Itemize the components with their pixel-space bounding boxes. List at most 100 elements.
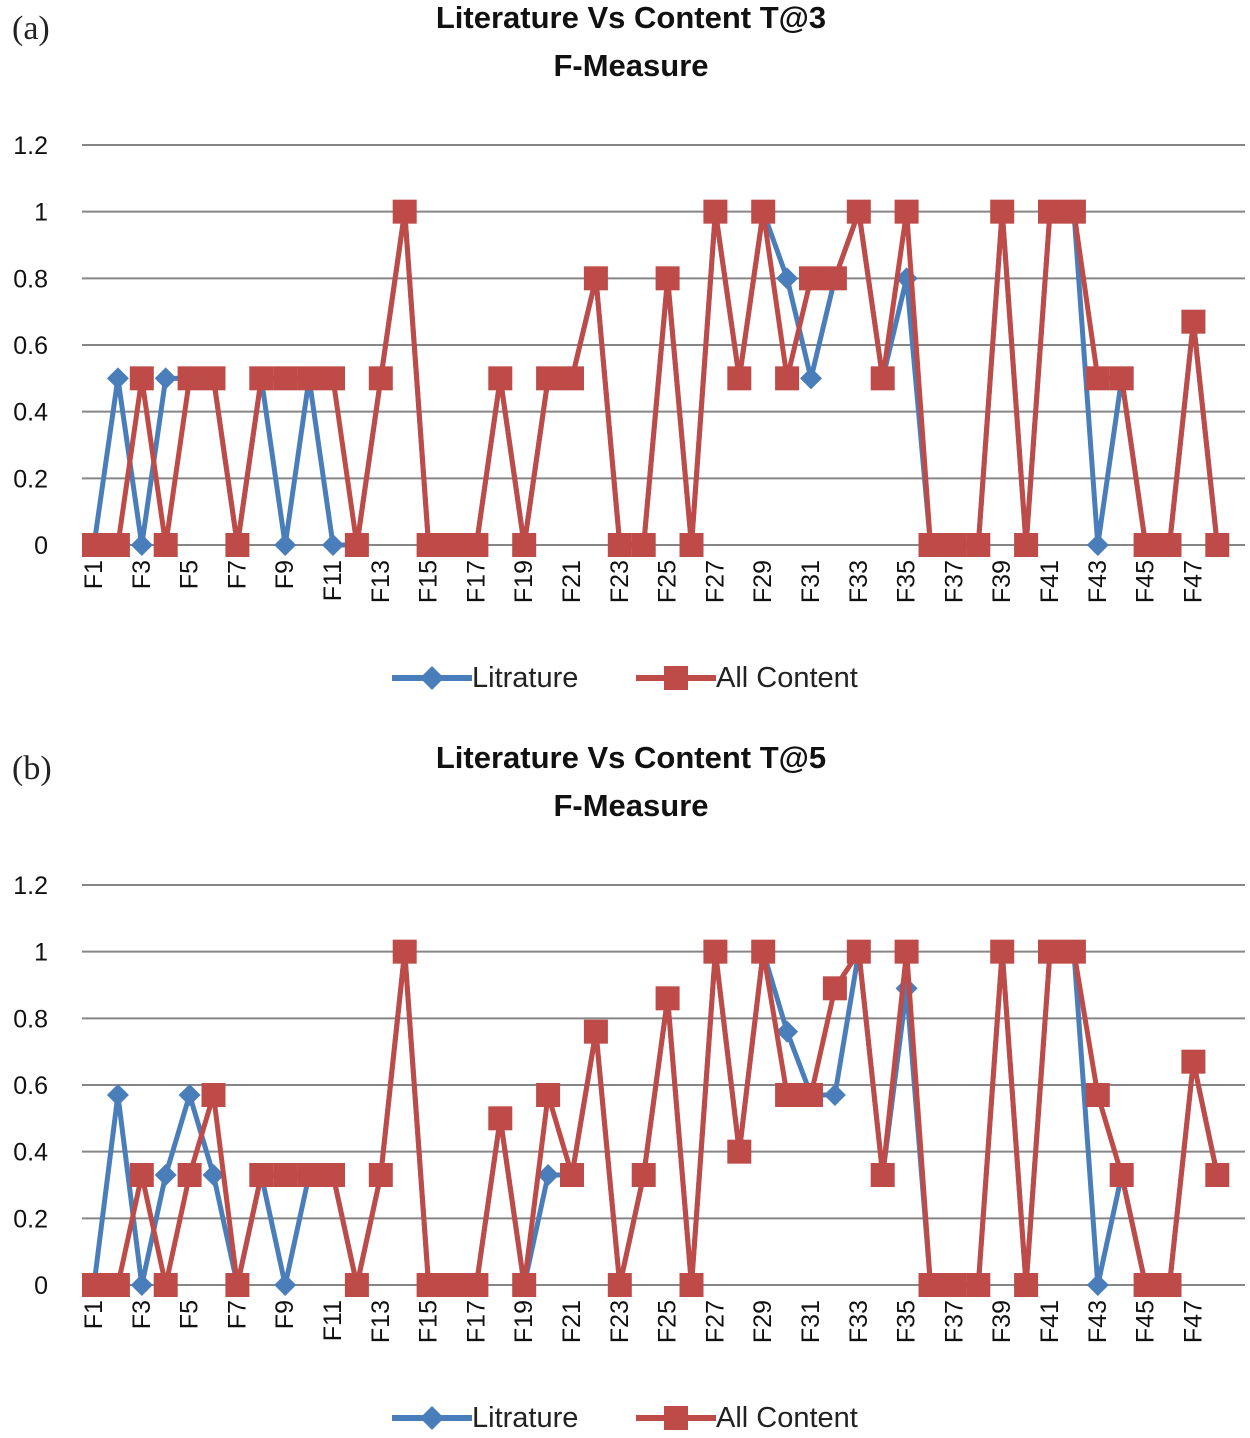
legend-item-series2: All Content [636, 658, 858, 698]
x-tick-label: F35 [893, 560, 921, 603]
line-chart-a: 0 0.2 0.4 0.6 0.8 1 1.2 F1 F3 F5 F7 F9 F11 F13 F15 F17 F… [13, 132, 1245, 603]
x-tick-label: F33 [845, 560, 873, 603]
data-point-square [488, 366, 513, 391]
data-point-square [1109, 1163, 1134, 1187]
data-point-square [918, 533, 943, 557]
y-tick-label: 0.8 [13, 265, 48, 293]
data-point-square [560, 1163, 584, 1187]
legend: Litrature All Content [0, 658, 1250, 698]
diamond-marker-icon [392, 1406, 472, 1430]
data-point-diamond [274, 1274, 297, 1296]
data-point-square [321, 1163, 345, 1187]
legend-label-series1: Litrature [472, 1401, 579, 1434]
data-point-square [464, 1273, 489, 1297]
x-tick-label: F17 [462, 560, 490, 603]
y-tick-label: 1 [34, 199, 48, 227]
square-marker-icon [636, 666, 716, 690]
x-tick-label: F29 [749, 1300, 777, 1343]
data-point-square [583, 1019, 608, 1044]
x-tick-label: F27 [701, 560, 729, 603]
x-tick-label: F25 [654, 1300, 682, 1343]
data-point-square [153, 1273, 178, 1297]
y-tick-label: 0.2 [13, 465, 48, 493]
x-tick-label: F43 [1084, 560, 1112, 603]
data-point-square [416, 533, 441, 557]
x-tick-label: F45 [1132, 1300, 1160, 1343]
data-point-square [225, 533, 250, 557]
x-tick-label: F1 [80, 560, 108, 589]
x-tick-label: F43 [1084, 1300, 1112, 1343]
x-tick-label: F47 [1179, 560, 1207, 603]
data-point-diamond [106, 1084, 129, 1106]
data-point-square [464, 533, 489, 557]
x-tick-label: F7 [223, 560, 251, 589]
legend-item-series1: Litrature [392, 658, 578, 698]
legend-item-series1: Litrature [392, 1398, 578, 1438]
chart-panel-a: (a) Literature Vs Content T@3 F-Measure … [0, 0, 1250, 718]
y-tick-label: 0.4 [13, 1139, 48, 1167]
x-tick-label: F35 [893, 1300, 921, 1343]
y-tick-label: 0.6 [13, 332, 48, 360]
legend-label-series1: Litrature [472, 661, 579, 694]
data-point-diamond [322, 534, 344, 556]
data-point-square [82, 1273, 106, 1297]
data-point-square [536, 1083, 561, 1107]
data-point-square [129, 1163, 154, 1187]
x-tick-label: F23 [606, 560, 634, 603]
chart-panel-b: (b) Literature Vs Content T@5 F-Measure … [0, 740, 1250, 1435]
x-tick-label: F21 [558, 1300, 586, 1343]
data-point-square [1205, 1163, 1230, 1187]
data-point-square [560, 366, 584, 391]
data-point-square [679, 533, 704, 557]
data-point-square [1109, 366, 1134, 391]
data-point-square [344, 533, 369, 557]
data-point-square [990, 939, 1015, 964]
data-point-square [273, 366, 298, 391]
data-point-square [894, 939, 919, 964]
x-tick-label: F9 [271, 1300, 299, 1329]
data-point-square [536, 366, 561, 391]
data-point-square [655, 986, 680, 1011]
data-point-square [775, 1083, 800, 1107]
y-tick-label: 0.8 [13, 1005, 48, 1033]
x-tick-label: F15 [415, 560, 443, 603]
square-marker-icon [636, 1406, 716, 1430]
data-point-square [368, 366, 393, 391]
data-point-square [966, 533, 991, 557]
data-point-square [368, 1163, 393, 1187]
data-point-square [440, 533, 465, 557]
x-tick-label: F13 [367, 1300, 395, 1343]
data-point-square [225, 1273, 250, 1297]
chart-title-line2: F-Measure [553, 48, 709, 83]
data-point-square [655, 266, 680, 291]
x-tick-label: F21 [558, 560, 586, 603]
x-tick-label: F41 [1036, 1300, 1064, 1343]
data-point-square [775, 366, 800, 391]
data-point-square [1181, 1049, 1206, 1074]
x-tick-label: F3 [128, 1300, 156, 1329]
legend: Litrature All Content [0, 1398, 1250, 1438]
data-point-square [942, 1273, 967, 1297]
data-point-diamond [106, 367, 129, 390]
y-tick-label: 1 [34, 939, 48, 967]
data-point-square [1038, 939, 1062, 964]
x-tick-label: F27 [701, 1300, 729, 1343]
legend-label-series2: All Content [716, 1401, 858, 1434]
data-point-diamond [154, 367, 177, 390]
x-tick-label: F9 [271, 560, 299, 589]
data-point-square [297, 366, 322, 391]
data-point-diamond [178, 1084, 201, 1106]
data-point-diamond [154, 1164, 177, 1186]
data-point-square [942, 533, 967, 557]
data-point-square [1157, 1273, 1182, 1297]
chart-title-line1: Literature Vs Content T@3 [435, 0, 827, 35]
data-point-square [703, 939, 728, 964]
data-point-square [1061, 199, 1086, 224]
data-point-square [1157, 533, 1182, 557]
x-tick-label: F39 [988, 1300, 1016, 1343]
data-point-square [990, 199, 1015, 224]
data-point-square [679, 1273, 704, 1297]
x-tick-label: F33 [845, 1300, 873, 1343]
data-point-square [1133, 1273, 1158, 1297]
data-point-square [846, 199, 871, 224]
